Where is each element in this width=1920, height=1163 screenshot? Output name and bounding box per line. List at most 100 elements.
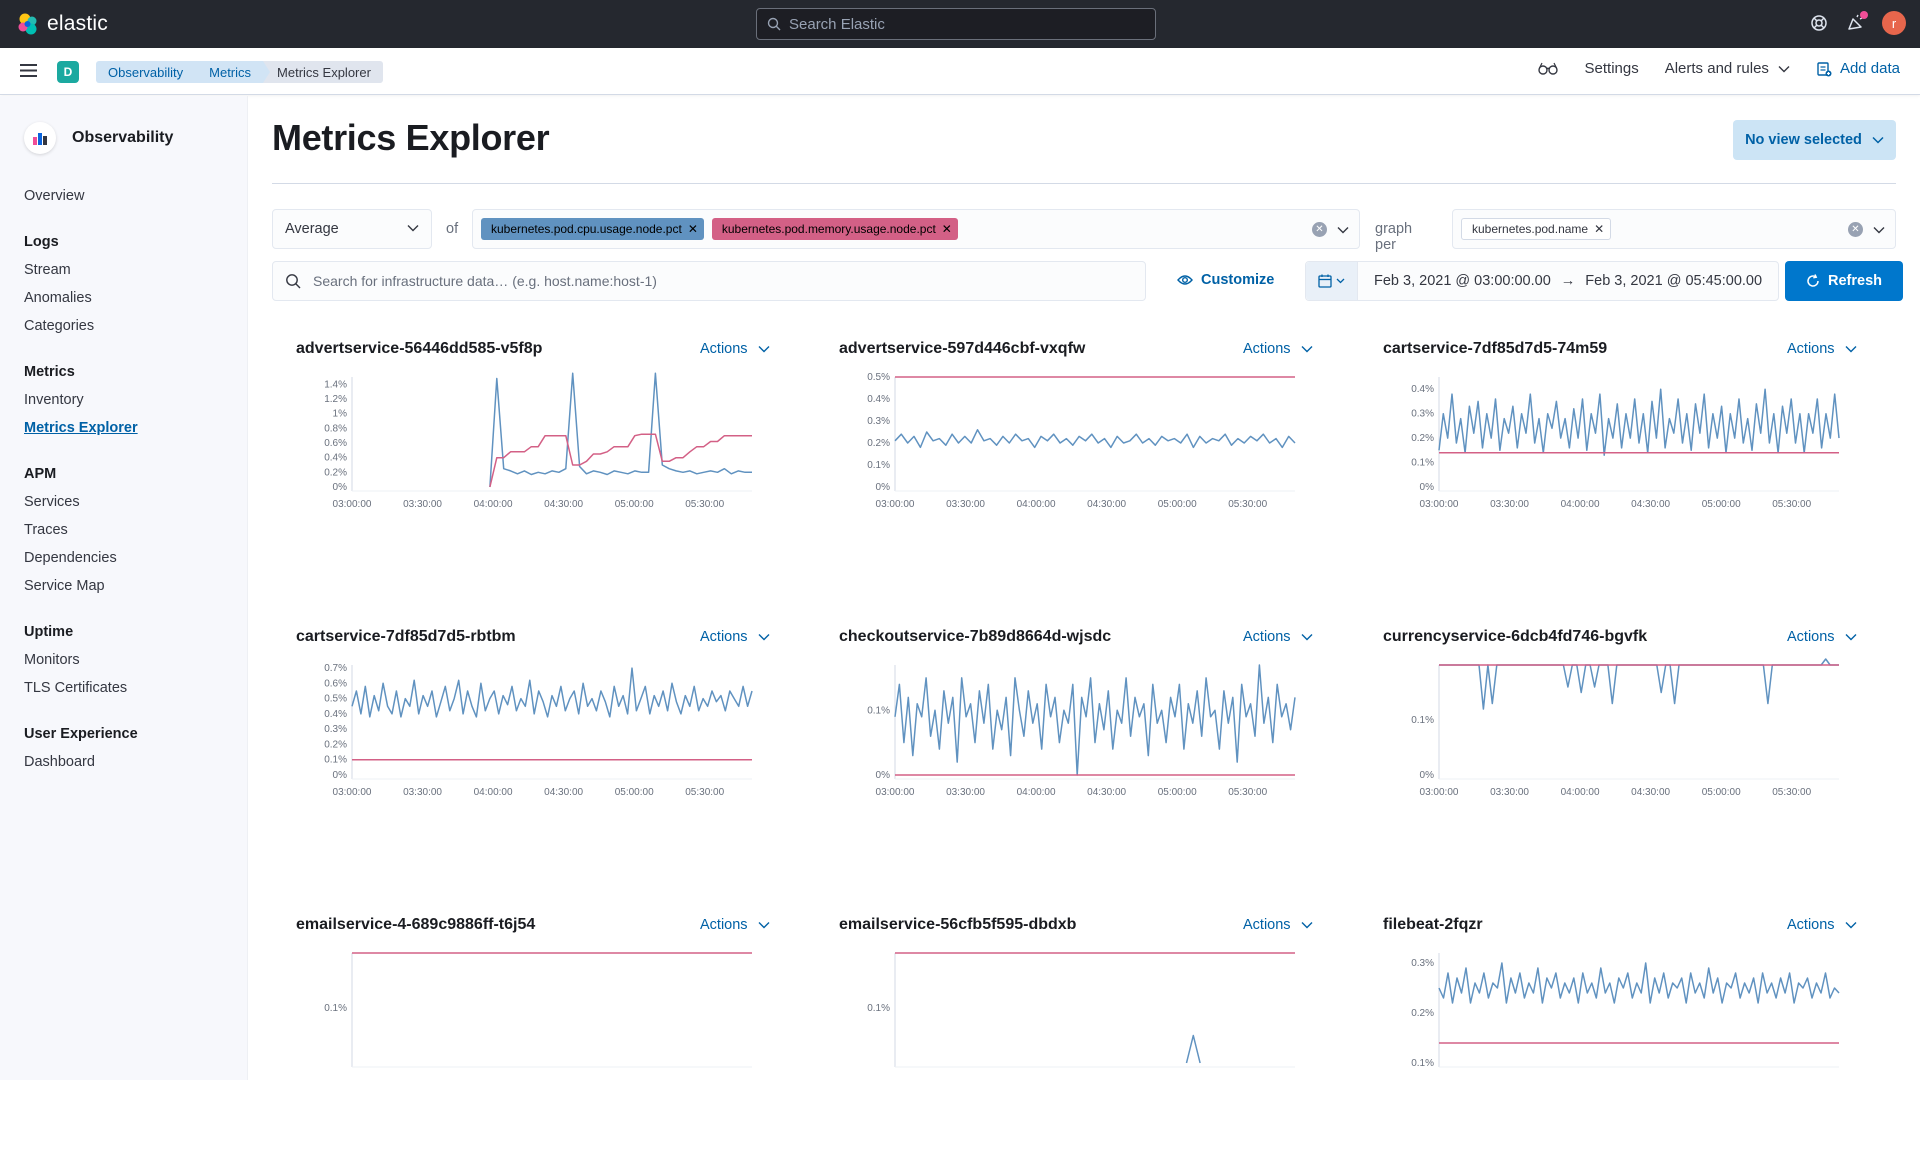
remove-metric-icon[interactable]: ✕ bbox=[687, 222, 698, 236]
x-tick-label: 05:00:00 bbox=[615, 787, 654, 795]
kuery-bar[interactable] bbox=[272, 261, 1146, 301]
chevron-down-icon bbox=[1301, 922, 1313, 929]
customize-button[interactable]: Customize bbox=[1177, 272, 1274, 288]
metric-chart-panel: cartservice-7df85d7d5-rbtbm Actions 0.7% 0.… bbox=[272, 615, 792, 875]
observability-logo bbox=[24, 122, 56, 154]
line-chart[interactable]: 0.1% bbox=[815, 943, 1335, 1083]
date-start[interactable]: Feb 3, 2021 @ 03:00:00.00 bbox=[1374, 273, 1551, 289]
sidebar-item-service-map[interactable]: Service Map bbox=[24, 578, 105, 594]
line-chart[interactable]: 0.1% 0% 03:00:00 03:30:00 04:00:00 04:30:00 05… bbox=[1359, 655, 1879, 795]
line-chart[interactable]: 0.1% 0% 03:00:00 03:30:00 04:00:00 04:30:00 05… bbox=[815, 655, 1335, 795]
add-data-icon bbox=[1817, 61, 1832, 76]
metric-pill-memory[interactable]: kubernetes.pod.memory.usage.node.pct ✕ bbox=[711, 218, 958, 240]
user-avatar[interactable]: r bbox=[1882, 11, 1906, 35]
metrics-combobox[interactable]: kubernetes.pod.cpu.usage.node.pct ✕ kube… bbox=[472, 209, 1360, 249]
x-tick-label: 05:30:00 bbox=[1228, 499, 1267, 507]
quick-select-button[interactable] bbox=[1306, 262, 1358, 300]
chart-actions-button[interactable]: Actions bbox=[1787, 341, 1857, 357]
x-tick-label: 05:00:00 bbox=[1702, 787, 1741, 795]
refresh-button[interactable]: Refresh bbox=[1785, 261, 1903, 301]
line-chart[interactable]: 0.5% 0.4% 0.3% 0.2% 0.1% 0% 03:00:00 03:30:00 04… bbox=[815, 367, 1335, 507]
settings-link[interactable]: Settings bbox=[1584, 60, 1639, 77]
chevron-down-icon bbox=[1778, 65, 1790, 72]
menu-icon[interactable] bbox=[20, 63, 37, 78]
add-data-link[interactable]: Add data bbox=[1816, 60, 1900, 77]
line-chart[interactable]: 0.1% bbox=[272, 943, 792, 1083]
feedback-button[interactable] bbox=[1537, 61, 1559, 77]
y-tick-label: 0.6% bbox=[324, 438, 347, 449]
metric-pill-cpu[interactable]: kubernetes.pod.cpu.usage.node.pct ✕ bbox=[481, 218, 704, 240]
chart-actions-button[interactable]: Actions bbox=[1243, 341, 1313, 357]
chevron-down-icon bbox=[1872, 136, 1884, 144]
y-tick-label: 0.2% bbox=[867, 438, 890, 449]
sidebar-item-inventory[interactable]: Inventory bbox=[24, 392, 84, 408]
x-tick-label: 03:00:00 bbox=[1420, 499, 1459, 507]
chevron-down-icon[interactable] bbox=[1873, 226, 1885, 234]
group-by-pill[interactable]: kubernetes.pod.name ✕ bbox=[1461, 218, 1612, 240]
line-chart[interactable]: 0.3% 0.2% 0.1% bbox=[1359, 943, 1879, 1083]
chevron-down-icon bbox=[1845, 346, 1857, 353]
breadcrumb-metrics[interactable]: Metrics bbox=[195, 61, 264, 83]
help-icon[interactable] bbox=[1810, 14, 1828, 32]
sidebar-group-logs: Logs bbox=[24, 234, 59, 250]
date-end[interactable]: Feb 3, 2021 @ 05:45:00.00 bbox=[1585, 273, 1763, 289]
chart-title: advertservice-56446dd585-v5f8p bbox=[296, 340, 543, 357]
chart-actions-button[interactable]: Actions bbox=[1787, 917, 1857, 933]
breadcrumb-bar: D Observability Metrics Metrics Explorer… bbox=[0, 48, 1920, 95]
chart-actions-button[interactable]: Actions bbox=[1243, 917, 1313, 933]
chart-actions-button[interactable]: Actions bbox=[700, 917, 770, 933]
group-by-combobox[interactable]: kubernetes.pod.name ✕ ✕ bbox=[1452, 209, 1896, 249]
sidebar-item-stream[interactable]: Stream bbox=[24, 262, 71, 278]
saved-views-button[interactable]: No view selected bbox=[1733, 120, 1896, 160]
graph-per-label: graph per bbox=[1375, 221, 1413, 253]
x-tick-label: 03:00:00 bbox=[876, 787, 915, 795]
refresh-icon bbox=[1807, 274, 1819, 287]
metric-pill-label: kubernetes.pod.memory.usage.node.pct bbox=[721, 222, 936, 236]
newsfeed-button[interactable] bbox=[1846, 11, 1868, 32]
date-range: Feb 3, 2021 @ 03:00:00.00 → Feb 3, 2021 … bbox=[1358, 273, 1762, 289]
y-tick-label: 0.1% bbox=[867, 460, 890, 471]
line-chart[interactable]: 0.4% 0.3% 0.2% 0.1% 0% 03:00:00 03:30:00 04:00:… bbox=[1359, 367, 1879, 507]
sidebar-item-tls-certificates[interactable]: TLS Certificates bbox=[24, 680, 128, 696]
sidebar-item-metrics-explorer[interactable]: Metrics Explorer bbox=[24, 420, 138, 436]
sidebar-item-dashboard[interactable]: Dashboard bbox=[24, 754, 95, 770]
sidebar-item-monitors[interactable]: Monitors bbox=[24, 652, 80, 668]
remove-metric-icon[interactable]: ✕ bbox=[941, 222, 952, 236]
space-avatar[interactable]: D bbox=[57, 61, 79, 83]
x-tick-label: 05:00:00 bbox=[1702, 499, 1741, 507]
chart-actions-button[interactable]: Actions bbox=[700, 629, 770, 645]
global-search-input[interactable] bbox=[789, 15, 1129, 33]
elastic-logo[interactable]: elastic bbox=[16, 12, 108, 36]
chevron-down-icon[interactable] bbox=[1337, 226, 1349, 234]
remove-group-icon[interactable]: ✕ bbox=[1594, 222, 1605, 236]
chart-actions-button[interactable]: Actions bbox=[1787, 629, 1857, 645]
x-tick-label: 03:00:00 bbox=[333, 499, 372, 507]
series-line-cpu bbox=[894, 664, 1296, 776]
arrow-right-icon: → bbox=[1560, 273, 1576, 289]
sidebar-item-dependencies[interactable]: Dependencies bbox=[24, 550, 117, 566]
sidebar-item-overview[interactable]: Overview bbox=[24, 188, 85, 204]
notification-dot bbox=[1860, 11, 1868, 19]
sidebar-item-services[interactable]: Services bbox=[24, 494, 80, 510]
series-line-cpu bbox=[1439, 658, 1839, 710]
clear-icon[interactable]: ✕ bbox=[1848, 222, 1863, 237]
clear-icon[interactable]: ✕ bbox=[1312, 222, 1327, 237]
aggregation-value: Average bbox=[285, 221, 339, 237]
chart-actions-button[interactable]: Actions bbox=[1243, 629, 1313, 645]
kuery-input[interactable] bbox=[313, 273, 1133, 289]
sidebar-item-traces[interactable]: Traces bbox=[24, 522, 68, 538]
breadcrumb-separator bbox=[263, 61, 271, 83]
line-chart[interactable]: 1.4% 1.2% 1% 0.8% 0.6% 0.4% 0.2% 0% 03:00:00 03:3… bbox=[272, 367, 792, 507]
chevron-down-icon bbox=[1845, 634, 1857, 641]
global-search[interactable] bbox=[756, 8, 1156, 40]
y-tick-label: 0.1% bbox=[324, 1003, 347, 1014]
aggregation-select[interactable]: Average bbox=[272, 209, 432, 249]
glasses-icon bbox=[1537, 62, 1558, 75]
alerts-and-rules-menu[interactable]: Alerts and rules bbox=[1665, 60, 1790, 77]
sidebar-item-anomalies[interactable]: Anomalies bbox=[24, 290, 92, 306]
chart-actions-button[interactable]: Actions bbox=[700, 341, 770, 357]
sidebar-item-categories[interactable]: Categories bbox=[24, 318, 95, 334]
breadcrumb-observability[interactable]: Observability bbox=[96, 61, 196, 83]
line-chart[interactable]: 0.7% 0.6% 0.5% 0.4% 0.3% 0.2% 0.1% 0% 03:00:00 03… bbox=[272, 655, 792, 795]
y-tick-label: 0.2% bbox=[1411, 1008, 1434, 1019]
